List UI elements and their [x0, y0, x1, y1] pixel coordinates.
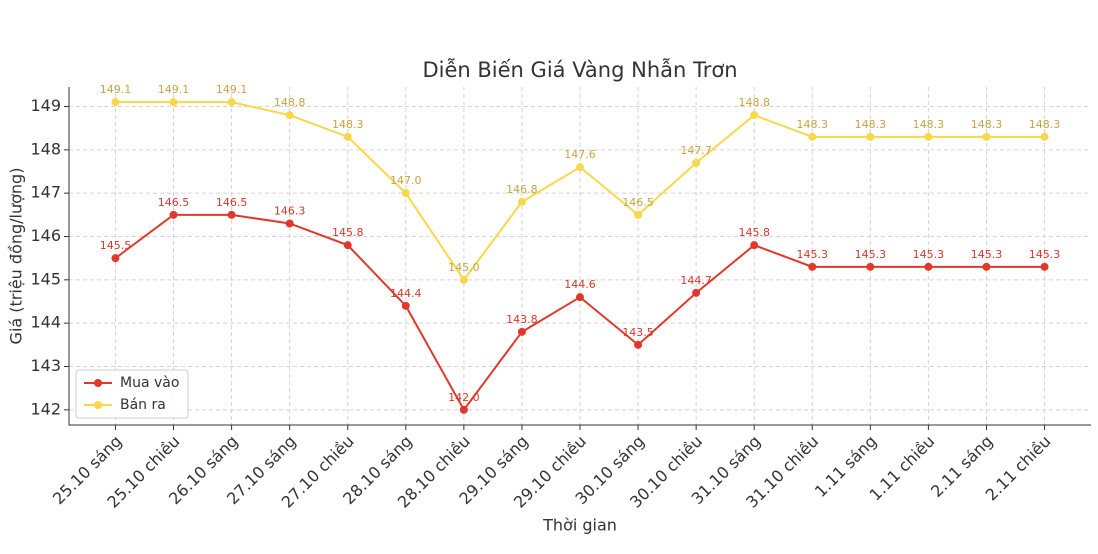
data-label: 142.0	[448, 391, 480, 404]
data-label: 145.8	[738, 226, 770, 239]
data-label: 148.3	[1029, 118, 1061, 131]
data-label: 145.8	[332, 226, 364, 239]
point	[692, 288, 701, 297]
legend-marker	[94, 401, 102, 409]
data-label: 145.3	[855, 248, 887, 261]
data-label: 146.5	[216, 196, 248, 209]
data-label: 149.1	[158, 83, 190, 96]
point	[692, 158, 701, 167]
legend-label: Bán ra	[120, 397, 166, 413]
y-tick-label: 144	[30, 313, 61, 332]
point	[576, 293, 584, 302]
data-label: 145.3	[913, 248, 945, 261]
data-label: 146.3	[274, 205, 306, 218]
point	[343, 241, 352, 250]
point	[866, 262, 875, 271]
y-tick-label: 145	[30, 269, 61, 288]
data-label: 147.0	[390, 174, 422, 187]
point	[924, 262, 933, 271]
point	[401, 301, 410, 310]
chart-title: Diễn Biến Giá Vàng Nhẫn Trơn	[422, 57, 737, 82]
data-label: 146.5	[158, 196, 190, 209]
legend-marker	[94, 379, 102, 387]
point	[285, 111, 294, 120]
data-label: 148.8	[738, 96, 770, 109]
y-tick-label: 142	[30, 399, 61, 418]
axes	[68, 87, 1091, 426]
data-label: 146.5	[622, 196, 654, 209]
point	[576, 163, 584, 172]
point	[343, 132, 352, 141]
data-label: 147.6	[564, 148, 596, 161]
y-tick-label: 149	[30, 96, 61, 115]
point	[750, 111, 759, 120]
data-label: 143.5	[622, 326, 654, 339]
data-label: 145.3	[1029, 248, 1061, 261]
point	[634, 210, 643, 219]
point	[808, 262, 817, 271]
data-label: 148.3	[855, 118, 887, 131]
point	[517, 197, 526, 206]
data-label: 146.8	[506, 183, 538, 196]
point	[982, 132, 991, 141]
point	[401, 189, 410, 198]
data-label: 145.5	[100, 239, 132, 252]
data-label: 147.7	[680, 144, 712, 157]
data-label: 149.1	[100, 83, 132, 96]
y-tick-label: 146	[30, 226, 61, 245]
point	[169, 210, 178, 219]
data-label: 143.8	[506, 313, 538, 326]
data-label: 149.1	[216, 83, 248, 96]
x-axis-label: Thời gian	[542, 516, 617, 535]
point	[866, 132, 875, 141]
point	[285, 219, 294, 228]
y-tick-label: 148	[30, 139, 61, 158]
data-label: 145.3	[971, 248, 1003, 261]
y-tick-label: 143	[30, 356, 61, 375]
y-axis-label: Giá (triệu đồng/lượng)	[7, 168, 26, 345]
data-label: 145.3	[797, 248, 829, 261]
data-label: 148.3	[797, 118, 829, 131]
point	[517, 327, 526, 336]
point	[982, 262, 991, 271]
legend-label: Mua vào	[120, 375, 179, 391]
point	[459, 405, 468, 414]
data-label: 148.3	[971, 118, 1003, 131]
point	[227, 98, 236, 107]
point	[111, 254, 120, 263]
point	[227, 210, 236, 219]
point	[1040, 262, 1049, 271]
point	[111, 98, 120, 107]
data-label: 145.0	[448, 261, 480, 274]
point	[634, 340, 643, 349]
series-line	[115, 101, 1045, 282]
point	[1040, 132, 1049, 141]
data-label: 144.7	[680, 274, 712, 287]
point	[750, 241, 759, 250]
data-label: 148.3	[332, 118, 364, 131]
point	[459, 275, 468, 284]
data-label: 148.3	[913, 118, 945, 131]
data-label: 144.6	[564, 278, 596, 291]
y-tick-label: 147	[30, 183, 61, 202]
point	[169, 98, 178, 107]
data-label: 148.8	[274, 96, 306, 109]
data-label: 144.4	[390, 287, 422, 300]
point	[924, 132, 933, 141]
point	[808, 132, 817, 141]
